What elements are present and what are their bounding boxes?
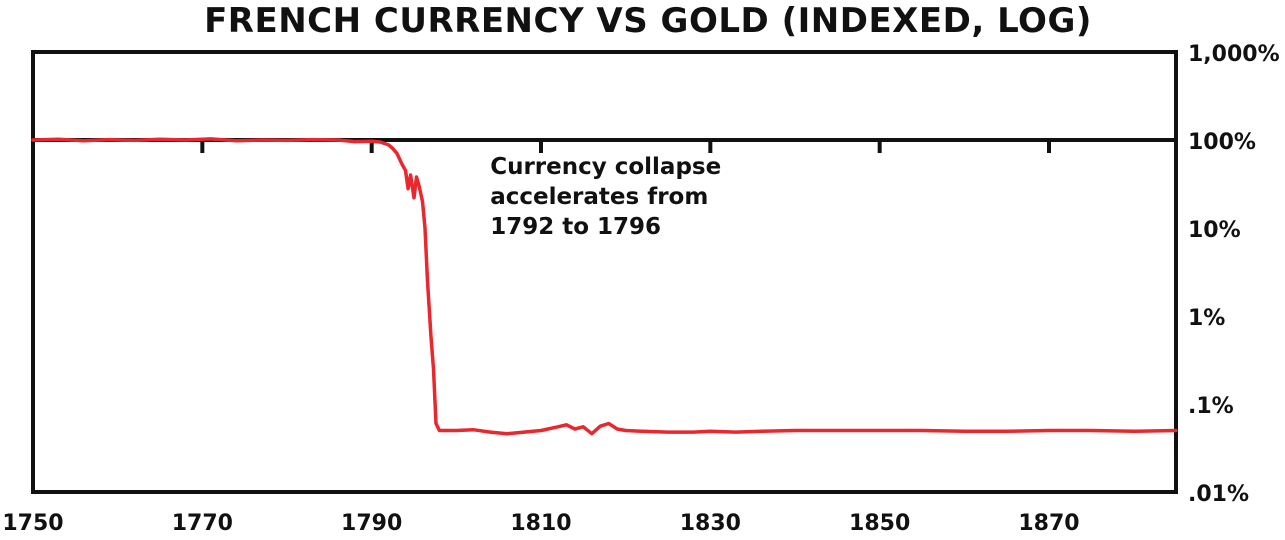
x-tick-label: 1750 bbox=[2, 511, 63, 536]
annotation-text: accelerates from bbox=[490, 184, 708, 210]
plot-frame bbox=[31, 50, 1178, 494]
chart-title: FRENCH CURRENCY VS GOLD (INDEXED, LOG) bbox=[204, 1, 1092, 41]
y-tick-label: 10% bbox=[1188, 218, 1241, 243]
x-tick-label: 1770 bbox=[172, 511, 233, 536]
series-line bbox=[31, 137, 1178, 436]
plot-area: 1750 1770 1790 1810 1830 1850 1870 1,000% 100% 10… bbox=[2, 42, 1279, 536]
x-tick-label: 1870 bbox=[1018, 511, 1079, 536]
y-tick-label: 1% bbox=[1188, 306, 1225, 331]
x-tick-label: 1790 bbox=[341, 511, 402, 536]
annotation-text: 1792 to 1796 bbox=[490, 214, 661, 240]
y-tick-label: .01% bbox=[1188, 482, 1249, 507]
y-tick-label: .1% bbox=[1188, 394, 1234, 419]
x-tick-label: 1810 bbox=[510, 511, 571, 536]
y-tick-label: 100% bbox=[1188, 130, 1256, 155]
x-tick-label: 1850 bbox=[849, 511, 910, 536]
x-tick-label: 1830 bbox=[680, 511, 741, 536]
y-tick-label: 1,000% bbox=[1188, 42, 1280, 67]
annotation-text: Currency collapse bbox=[490, 154, 721, 180]
